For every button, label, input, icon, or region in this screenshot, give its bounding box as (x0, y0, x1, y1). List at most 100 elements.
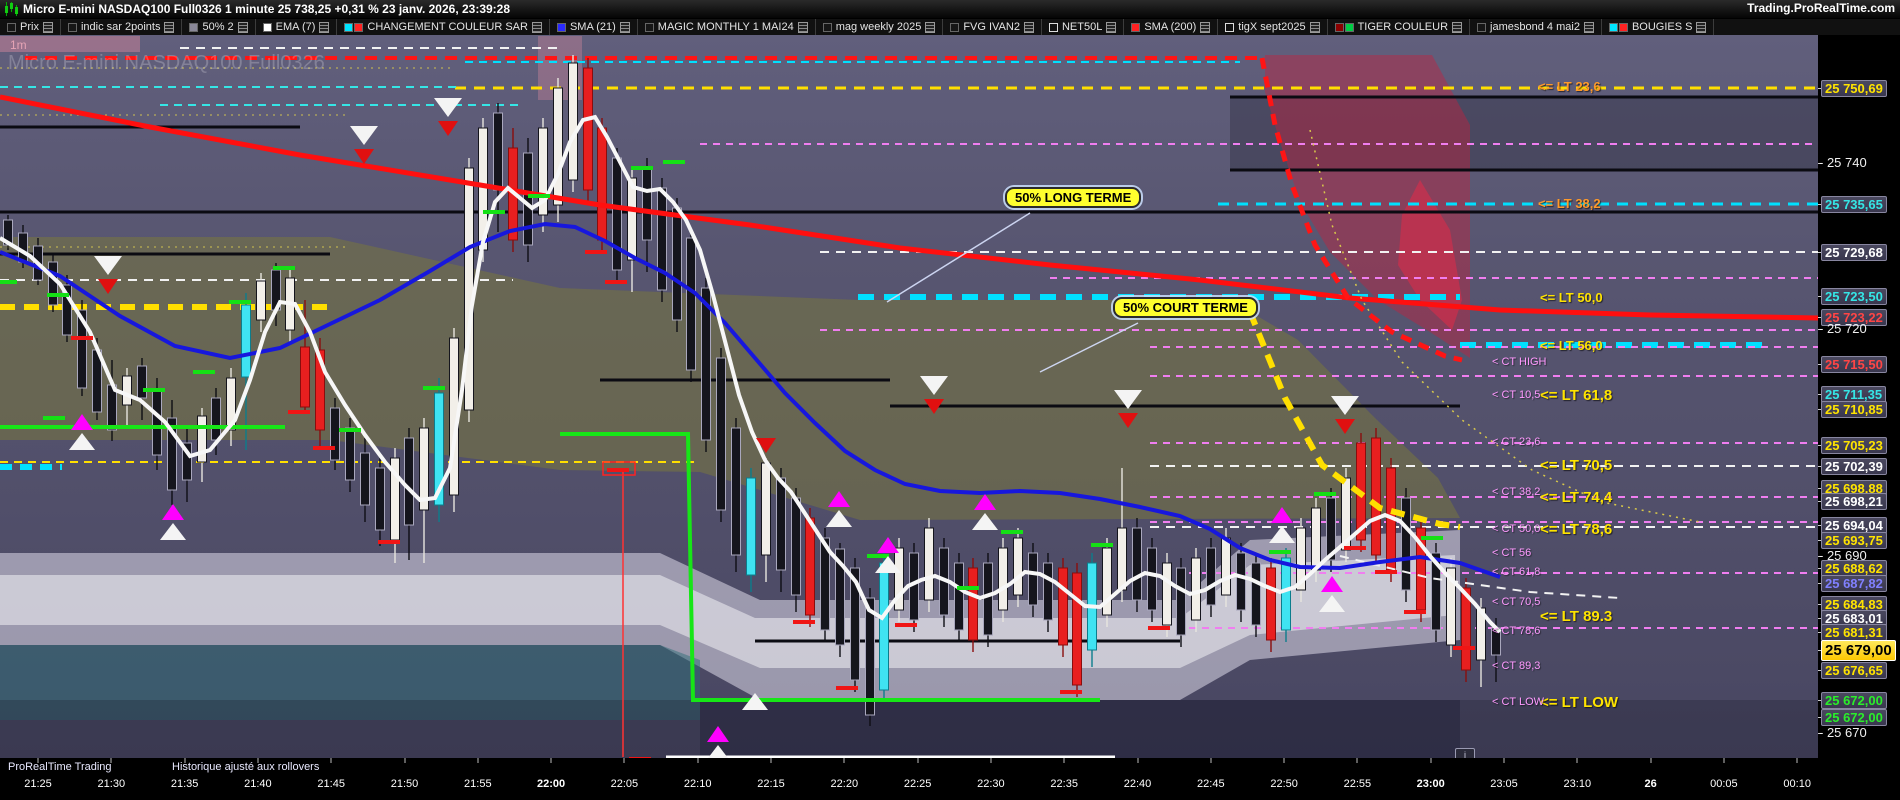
toolbar-item-changement-couleur-sar[interactable]: CHANGEMENT COULEUR SAR (337, 19, 550, 35)
time-tick (1356, 758, 1358, 763)
indicator-settings-icon[interactable] (619, 21, 630, 33)
toolbar-item-tiger-couleur[interactable]: TIGER COULEUR (1328, 19, 1471, 35)
time-tick (1430, 758, 1432, 763)
toolbar-item-indic-sar-2points[interactable]: indic sar 2points (61, 19, 183, 35)
down-arrow-white (920, 376, 948, 395)
time-tick (1063, 758, 1065, 763)
toolbar-item-magic-monthly-1-mai24[interactable]: MAGIC MONTHLY 1 MAI24 (638, 19, 816, 35)
down-arrow-white (434, 98, 462, 117)
toolbar-item-label: TIGER COULEUR (1357, 21, 1449, 33)
up-arrow-magenta (162, 504, 184, 520)
green-order-tick (1421, 536, 1443, 540)
red-order-tick (629, 757, 651, 758)
red-order-tick (793, 620, 815, 624)
time-label: 22:35 (1050, 778, 1078, 790)
time-tick (990, 758, 992, 763)
toolbar-item-sma-21-[interactable]: SMA (21) (550, 19, 638, 35)
axis-tick (1818, 540, 1822, 541)
axis-tick (1818, 568, 1822, 569)
up-arrow-magenta (71, 414, 93, 430)
price-level-badge: 25 693,75 (1821, 532, 1887, 549)
price-level-badge: 25 729,68 (1821, 244, 1887, 261)
price-level-badge: 25 694,04 (1821, 517, 1887, 534)
indicator-settings-icon[interactable] (237, 21, 248, 33)
red-order-tick (1375, 570, 1397, 574)
down-arrow-red (1118, 413, 1138, 428)
chart-canvas[interactable] (0, 35, 1818, 758)
toolbar-item-label: jamesbond 4 mai2 (1490, 21, 1580, 33)
green-order-tick (528, 194, 550, 198)
toolbar-item-label: 50% 2 (202, 21, 234, 33)
indicator-settings-icon[interactable] (1106, 21, 1117, 33)
axis-tick (1818, 317, 1822, 318)
chart-area[interactable]: 1m Micro E-mini NASDAQ100 Full0326 <= LT… (0, 35, 1818, 758)
axis-tick (1818, 501, 1822, 502)
indicator-settings-icon[interactable] (797, 21, 808, 33)
indicator-settings-icon[interactable] (164, 21, 175, 33)
price-level-badge: 25 702,39 (1821, 458, 1887, 475)
indicator-settings-icon[interactable] (319, 21, 330, 33)
toolbar-item-prix[interactable]: Prix (0, 19, 61, 35)
ct-level-label: < CT 78,6 (1492, 625, 1541, 637)
up-arrow-magenta (828, 491, 850, 507)
axis-tick (1818, 204, 1822, 205)
time-tick (1503, 758, 1505, 763)
toolbar-item-fvg-ivan2[interactable]: FVG IVAN2 (943, 19, 1042, 35)
price-level-badge: 25 676,65 (1821, 662, 1887, 679)
price-level-badge: 25 705,23 (1821, 437, 1887, 454)
up-arrow-white (972, 513, 998, 530)
green-order-tick (483, 210, 505, 214)
price-axis[interactable]: 25 750,69 - 25 740 25 735,65 25 729,68 25 72… (1818, 35, 1900, 758)
toolbar-item-bougies-s[interactable]: BOUGIES S (1602, 19, 1715, 35)
indicator-settings-icon[interactable] (1583, 21, 1594, 33)
prorealtime-link[interactable]: Trading.ProRealTime.com (1747, 1, 1895, 15)
lt-level-label: <= LT 78,6 (1540, 521, 1613, 538)
axis-tick (1818, 717, 1822, 718)
time-tick (623, 758, 625, 763)
last-price-badge: 25 679,00 (1821, 640, 1896, 661)
axis-tick (1818, 252, 1822, 253)
toolbar-item-net50l[interactable]: NET50L (1042, 19, 1125, 35)
toolbar-item-label: FVG IVAN2 (963, 21, 1020, 33)
time-label: 22:20 (830, 778, 859, 790)
lt-level-label: <= LT LOW (1540, 694, 1619, 711)
indicator-settings-icon[interactable] (1309, 21, 1320, 33)
indicator-settings-icon[interactable] (925, 21, 936, 33)
info-icon[interactable]: i (1455, 748, 1475, 758)
toolbar-item-label: CHANGEMENT COULEUR SAR (367, 21, 528, 33)
time-axis[interactable]: ProRealTime Trading Historique ajusté au… (0, 758, 1900, 800)
indicator-settings-icon[interactable] (1023, 21, 1034, 33)
toolbar-item-tigx-sept2025[interactable]: tigX sept2025 (1218, 19, 1328, 35)
toolbar-item-ema-7-[interactable]: EMA (7) (256, 19, 338, 35)
indicator-color-swatch (354, 22, 364, 32)
axis-tick (1818, 409, 1822, 410)
toolbar-item-50-2[interactable]: 50% 2 (182, 19, 256, 35)
time-label: 22:55 (1343, 778, 1372, 790)
toolbar-item-label: tigX sept2025 (1238, 21, 1306, 33)
indicator-settings-icon[interactable] (42, 21, 53, 33)
chart-annotation-callout[interactable]: 50% COURT TERME (1113, 297, 1258, 318)
down-arrow-red (98, 279, 118, 294)
axis-tick (1818, 733, 1822, 734)
down-arrow-white (1114, 390, 1142, 409)
chart-annotation-callout[interactable]: 50% LONG TERME (1005, 187, 1142, 208)
ct-level-label: < CT 50,0 (1492, 523, 1541, 535)
toolbar-item-mag-weekly-2025[interactable]: mag weekly 2025 (816, 19, 944, 35)
indicator-settings-icon[interactable] (1200, 21, 1211, 33)
green-order-tick (143, 388, 165, 392)
indicator-settings-icon[interactable] (1696, 21, 1707, 33)
price-level-badge: 25 681,31 (1821, 624, 1887, 641)
time-tick (1210, 758, 1212, 763)
indicator-settings-icon[interactable] (531, 21, 542, 33)
toolbar-item-sma-200-[interactable]: SMA (200) (1124, 19, 1219, 35)
green-order-tick (193, 370, 215, 374)
ct-level-label: < CT 61,8 (1492, 566, 1541, 578)
instrument-title: Micro E-mini NASDAQ100 Full0326 1 minute… (23, 2, 511, 16)
price-level-badge: 25 715,50 (1821, 356, 1887, 373)
green-order-tick (1001, 530, 1023, 534)
toolbar-item-jamesbond-4-mai2[interactable]: jamesbond 4 mai2 (1470, 19, 1602, 35)
indicator-settings-icon[interactable] (1452, 21, 1463, 33)
axis-tick (1818, 604, 1822, 605)
time-label: 21:35 (170, 778, 199, 790)
